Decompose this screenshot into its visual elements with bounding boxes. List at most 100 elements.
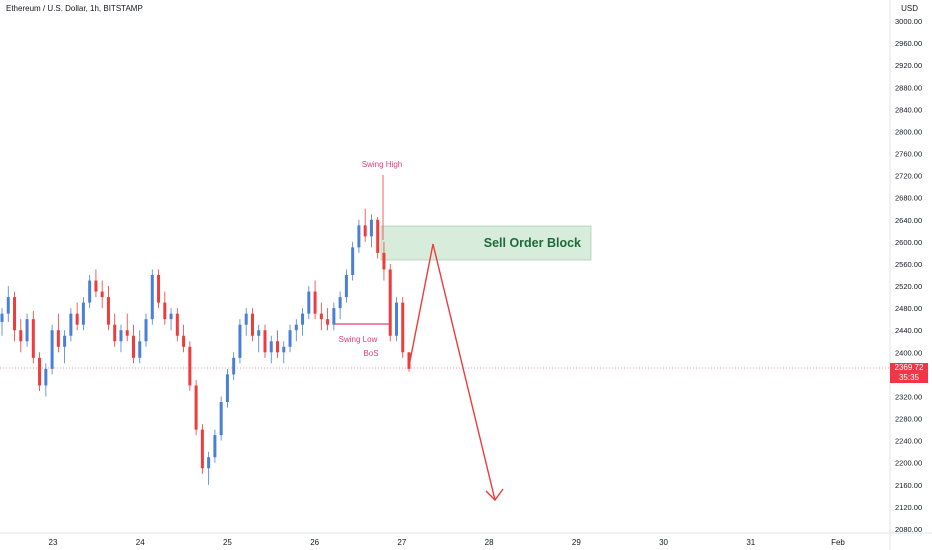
last-price-tag: 2369.72 xyxy=(890,363,928,373)
candle-body xyxy=(0,313,4,322)
price-tick-label: 2120.00 xyxy=(895,503,922,512)
candle-body xyxy=(106,297,110,325)
candle-body xyxy=(263,330,267,353)
time-tick-label: Feb xyxy=(831,538,845,547)
price-tick-label: 2760.00 xyxy=(895,150,922,159)
candle-body xyxy=(31,319,35,358)
candle-body xyxy=(250,313,254,336)
candle-body xyxy=(69,313,73,336)
candle-body xyxy=(401,302,405,353)
price-tick-label: 2720.00 xyxy=(895,172,922,181)
swing-high-label: Swing High xyxy=(362,160,402,169)
candle-body xyxy=(394,302,398,336)
price-tick-label: 2240.00 xyxy=(895,437,922,446)
price-tick-label: 2320.00 xyxy=(895,392,922,401)
candle-body xyxy=(119,330,123,342)
candle-body xyxy=(276,341,280,353)
candle-body xyxy=(257,330,261,336)
projection-path xyxy=(408,243,496,501)
price-tick-label: 2680.00 xyxy=(895,194,922,203)
candle-body xyxy=(144,319,148,342)
candle-body xyxy=(238,324,242,358)
time-tick-label: 25 xyxy=(223,538,232,547)
time-tick-label: 31 xyxy=(746,538,755,547)
candle-body xyxy=(313,291,317,314)
time-tick-label: 30 xyxy=(659,538,668,547)
candle-body xyxy=(94,280,98,292)
candle-body xyxy=(138,341,142,358)
sell-order-block-label: Sell Order Block xyxy=(484,236,581,250)
candle-body xyxy=(88,280,92,303)
price-tick-label: 2800.00 xyxy=(895,127,922,136)
price-tick-label: 2560.00 xyxy=(895,260,922,269)
candle-body xyxy=(357,225,361,248)
candle-body xyxy=(207,457,211,469)
candle-body xyxy=(326,319,330,325)
time-axis[interactable]: 23 24 25 26 27 28 29 30 31 Feb xyxy=(49,538,846,547)
candles xyxy=(0,208,411,485)
candle-body xyxy=(38,357,42,386)
candle-body xyxy=(301,313,305,325)
candle-body xyxy=(369,219,373,237)
candle-body xyxy=(194,385,198,430)
candle-body xyxy=(319,313,323,320)
candle-body xyxy=(131,335,135,358)
candle-body xyxy=(113,324,117,342)
candle-body xyxy=(163,302,167,320)
candle-body xyxy=(269,341,273,353)
candle-body xyxy=(219,402,223,436)
bar-countdown-tag: 35:35 xyxy=(890,373,928,383)
sell-order-block: Sell Order Block xyxy=(380,225,592,261)
candle-body xyxy=(213,435,217,458)
candle-body xyxy=(182,335,186,347)
candle-body xyxy=(44,368,48,386)
price-tick-label: 2960.00 xyxy=(895,39,922,48)
price-tick-label: 2080.00 xyxy=(895,525,922,534)
candle-body xyxy=(169,313,173,320)
candle-body xyxy=(175,313,179,336)
candle-body xyxy=(200,429,204,469)
price-tick-label: 2480.00 xyxy=(895,304,922,313)
candle-body xyxy=(63,335,67,347)
symbol-legend: Ethereum / U.S. Dollar, 1h, BITSTAMP xyxy=(6,4,143,13)
candle-body xyxy=(382,252,386,270)
candle-body xyxy=(150,275,154,320)
time-tick-label: 26 xyxy=(310,538,319,547)
price-tick-label: 2520.00 xyxy=(895,282,922,291)
candle-body xyxy=(225,374,229,402)
price-tick-label: 2840.00 xyxy=(895,105,922,114)
price-tick-label: 2640.00 xyxy=(895,216,922,225)
candle-body xyxy=(307,291,311,314)
time-tick-label: 27 xyxy=(397,538,406,547)
candle-body xyxy=(100,291,104,298)
candle-body xyxy=(75,313,79,325)
time-tick-label: 28 xyxy=(485,538,494,547)
price-tick-label: 2280.00 xyxy=(895,415,922,424)
candle-body xyxy=(282,346,286,353)
projection-arrowhead xyxy=(485,488,504,502)
price-tick-label: 3000.00 xyxy=(895,17,922,26)
price-tick-label: 2920.00 xyxy=(895,61,922,70)
candle-body xyxy=(332,308,336,325)
candle-body xyxy=(388,269,392,336)
price-axis[interactable]: 3000.00 2960.00 2920.00 2880.00 2840.00 2800.… xyxy=(895,17,922,534)
price-tick-label: 2160.00 xyxy=(895,481,922,490)
candle-body xyxy=(50,330,54,369)
candle-body xyxy=(188,346,192,386)
candle-body xyxy=(288,330,292,347)
candle-body xyxy=(351,247,355,275)
time-tick-label: 23 xyxy=(49,538,58,547)
price-tick-label: 2600.00 xyxy=(895,238,922,247)
candle-body xyxy=(407,352,411,369)
candle-body xyxy=(81,302,85,325)
candle-body xyxy=(125,330,129,336)
price-tick-label: 2400.00 xyxy=(895,348,922,357)
candle-body xyxy=(56,330,60,347)
candle-body xyxy=(157,275,161,303)
price-tick-label: 2200.00 xyxy=(895,459,922,468)
swing-low-label: Swing Low xyxy=(339,335,378,344)
candle-body xyxy=(19,330,23,342)
candle-body xyxy=(25,319,29,342)
candle-body xyxy=(376,219,380,253)
